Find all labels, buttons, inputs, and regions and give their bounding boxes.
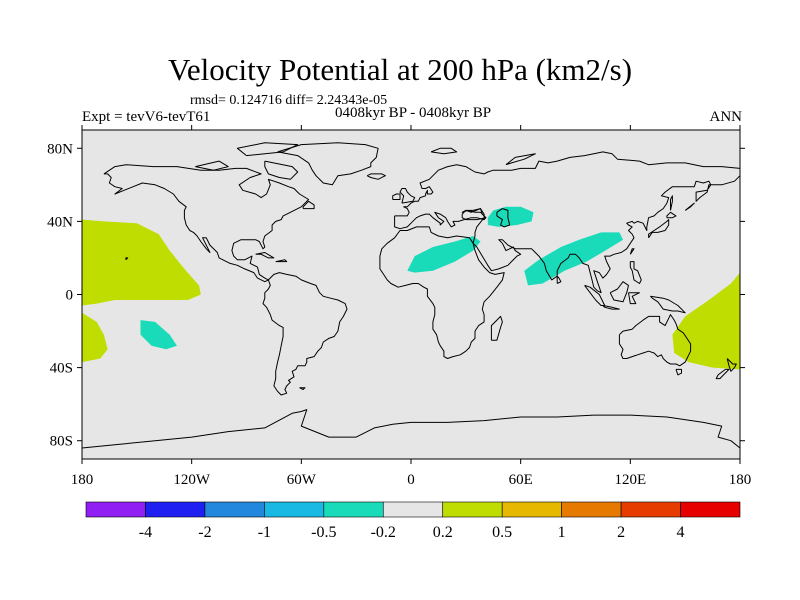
x-tick-label: 60E <box>509 472 533 488</box>
anomaly-region-south-asia-negative <box>524 232 623 286</box>
x-tick-label: 60W <box>287 472 317 488</box>
colorbar-label: 0.5 <box>492 524 512 541</box>
coastline-new-zealand-north <box>726 358 737 372</box>
y-tick-label: 80N <box>47 141 73 157</box>
coastline-sri-lanka <box>556 275 562 284</box>
coastline-madagascar <box>490 315 503 341</box>
colorbar-swatch <box>680 501 741 518</box>
colorbar-label: 0.2 <box>433 524 453 541</box>
colorbar-label: 4 <box>677 524 685 541</box>
coastline-sakhalin <box>670 195 673 211</box>
coastline-hokkaido <box>666 211 677 219</box>
longitude-axis: 180 120W 60W 0 60E 120E 180 <box>71 125 752 488</box>
anomaly-region-central-pacific-north-positive <box>82 219 201 306</box>
colorbar-label: -1 <box>258 524 271 541</box>
y-tick-label: 0 <box>66 288 74 304</box>
coastline-kamchatka-kurils <box>684 202 695 211</box>
anomaly-regions <box>82 206 740 370</box>
season-label: ANN <box>709 109 743 125</box>
colorbar-swatch <box>85 501 146 518</box>
coastline-cuba <box>255 252 275 259</box>
experiment-label: Expt = tevV6-tevT61 <box>82 109 211 125</box>
coastline-novaya-zemlya <box>505 153 536 166</box>
coastline-iceland <box>366 173 386 180</box>
colorbar-swatch <box>442 501 503 518</box>
colorbar-swatch <box>204 501 265 518</box>
coastline-ellesmere-island <box>236 142 299 157</box>
colorbar-label: -0.2 <box>371 524 396 541</box>
coastline-eurasia-arctic <box>394 151 740 217</box>
anomaly-region-south-pacific-west-positive <box>82 312 108 363</box>
colorbar-label: -4 <box>139 524 152 541</box>
x-tick-label: 180 <box>71 472 94 488</box>
colorbar-label: 2 <box>617 524 625 541</box>
y-tick-label: 80S <box>50 434 73 450</box>
coastline-victoria-island <box>195 160 229 171</box>
colorbar-swatch <box>501 501 562 518</box>
coastline-australia <box>618 314 692 367</box>
coastline-antarctica <box>82 409 740 449</box>
coastline-svalbard <box>430 147 458 155</box>
coastline-philippines <box>629 261 642 284</box>
coastline-ireland <box>392 193 401 200</box>
coastline-great-britain <box>399 188 416 204</box>
coastline-java <box>602 305 620 310</box>
coastline-baffin-island <box>264 160 299 180</box>
coastline-south-america <box>262 272 348 396</box>
chart-title: Velocity Potential at 200 hPa (km2/s) <box>167 52 633 87</box>
colorbar-swatch <box>323 501 384 518</box>
anomaly-region-south-pacific-negative <box>140 320 177 350</box>
y-tick-label: 40N <box>47 214 73 230</box>
coastline-newfoundland <box>302 200 315 210</box>
coastline-taiwan <box>629 248 635 255</box>
coastline-borneo <box>609 281 629 303</box>
colorbar-swatch <box>620 501 681 518</box>
x-tick-label: 180 <box>729 472 752 488</box>
colorbar: -4 -2 -1 -0.5 -0.2 0.2 0.5 1 2 4 <box>85 501 741 541</box>
coastline-eurasia <box>394 175 740 294</box>
stats-text: rmsd= 0.124716 diff= 2.24343e-05 <box>190 93 388 108</box>
anomaly-region-caspian-region-negative <box>487 206 534 227</box>
x-tick-label: 0 <box>407 472 415 488</box>
coastlines <box>82 142 740 449</box>
colorbar-swatch <box>145 501 206 518</box>
colorbar-swatch <box>382 501 444 518</box>
coastline-new-zealand-south <box>715 368 730 380</box>
colorbar-swatch <box>264 501 325 518</box>
colorbar-label: 1 <box>558 524 566 541</box>
coastline-falklands <box>299 387 306 390</box>
y-tick-label: 40S <box>50 361 73 377</box>
coastline-africa <box>379 226 505 359</box>
coastline-hispaniola <box>275 259 288 263</box>
x-tick-label: 120W <box>173 472 211 488</box>
coastline-japan <box>648 219 670 239</box>
colorbar-swatch <box>561 501 622 518</box>
period-subtitle: 0408kyr BP - 0408kyr BP <box>334 105 492 121</box>
anomaly-region-north-africa-negative <box>407 236 481 273</box>
coastline-caspian-sea <box>496 208 511 228</box>
colorbar-label: -0.5 <box>311 524 336 541</box>
coastline-greenland <box>277 142 379 186</box>
coastline-hawaii <box>125 257 129 261</box>
latitude-axis: 80N 40N 0 40S 80S <box>47 141 745 450</box>
coastline-north-america <box>103 164 310 283</box>
x-tick-label: 120E <box>614 472 646 488</box>
coastline-tasmania <box>675 368 682 376</box>
colorbar-label: -2 <box>198 524 211 541</box>
anomaly-region-australia-southwest-pacific-positive <box>672 272 740 370</box>
coastline-new-guinea <box>650 295 686 314</box>
coastline-sulawesi <box>628 292 640 305</box>
coastline-black-sea <box>461 208 487 221</box>
